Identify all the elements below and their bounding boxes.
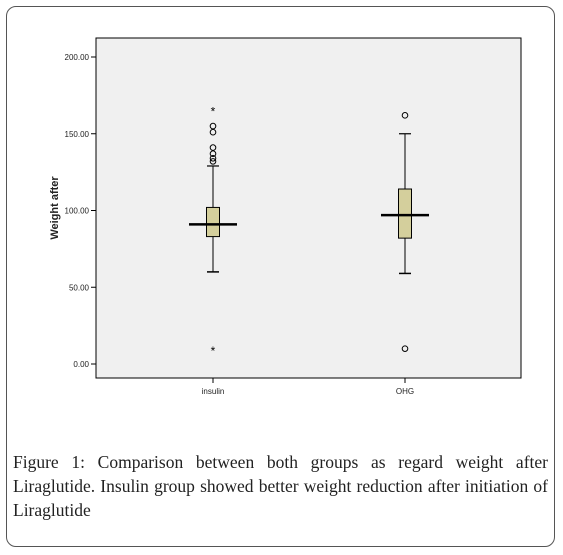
y-tick-label: 0.00	[73, 360, 89, 369]
outlier-point	[401, 112, 409, 119]
box-plot-chart: 0.00 50.00 100.00 150.00 200.00 Weight after i…	[49, 37, 522, 396]
y-tick-label: 50.00	[69, 283, 90, 292]
y-tick-label: 100.00	[65, 207, 90, 216]
box-iqr	[206, 206, 220, 238]
caption-label: Figure 1:	[13, 452, 85, 472]
outlier-point	[209, 122, 217, 130]
caption-text: Comparison between both groups as regard…	[13, 452, 548, 520]
outlier-point	[209, 128, 217, 136]
y-axis-label: Weight after	[49, 176, 61, 240]
extreme-point: *	[211, 344, 216, 358]
x-tick-label: OHG	[396, 387, 414, 396]
outlier-point	[209, 155, 217, 162]
plot-area	[95, 37, 522, 379]
box-iqr	[398, 188, 412, 239]
outlier-point	[209, 144, 217, 151]
outlier-point	[401, 345, 409, 352]
figure-caption: Figure 1: Comparison between both groups…	[13, 450, 548, 522]
outlier-point	[209, 150, 217, 158]
y-tick-label: 200.00	[65, 53, 90, 62]
y-tick-label: 150.00	[65, 130, 90, 139]
x-tick-label: insulin	[202, 387, 225, 396]
extreme-point: *	[211, 105, 216, 119]
outlier-point	[209, 158, 217, 165]
